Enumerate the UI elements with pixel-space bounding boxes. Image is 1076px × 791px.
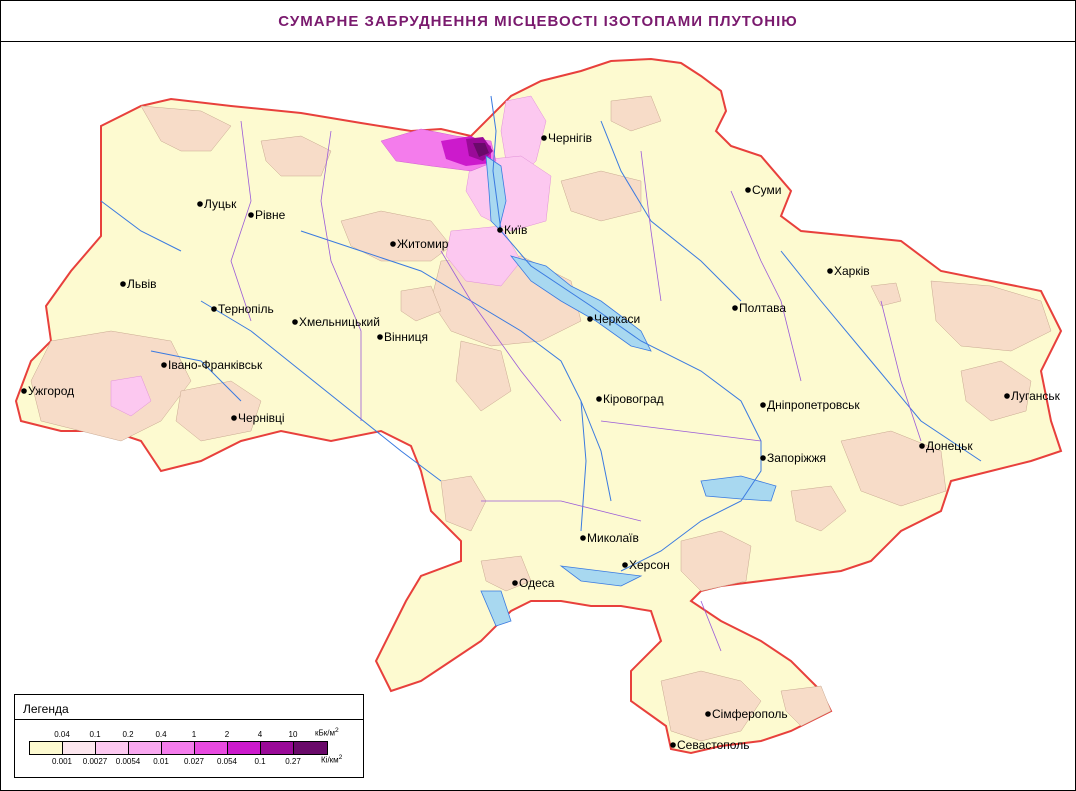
legend-color-box: [63, 742, 96, 754]
city-marker: [622, 562, 628, 568]
city-marker: [377, 334, 383, 340]
legend-top-value: 10: [288, 730, 298, 739]
city-label: Ужгород: [28, 384, 74, 398]
city-marker: [161, 362, 167, 368]
city-label: Дніпропетровськ: [767, 398, 860, 412]
legend-bottom-value: 0.054: [216, 757, 238, 766]
rivers: [100, 95, 982, 572]
city-label: Севастополь: [677, 738, 749, 752]
map-canvas[interactable]: Чернігів Суми Луцьк Рівне Житомир Київ Харків Л…: [1, 42, 1075, 790]
administrative-borders: [230, 120, 922, 652]
city-marker: [197, 201, 203, 207]
legend-top-value: 0.1: [89, 730, 101, 739]
city-marker: [390, 241, 396, 247]
city-label: Вінниця: [384, 330, 428, 344]
city-label: Одеса: [519, 576, 555, 590]
city-marker: [497, 227, 503, 233]
city-label: Чернівці: [238, 411, 285, 425]
city-label: Полтава: [739, 301, 786, 315]
legend-bottom-value: 0.27: [285, 757, 301, 766]
legend-color-box: [162, 742, 195, 754]
city-marker: [596, 396, 602, 402]
city-marker: [248, 212, 254, 218]
legend-color-box: [30, 742, 63, 754]
city-marker: [705, 711, 711, 717]
city-marker: [1004, 393, 1010, 399]
city-marker: [745, 187, 751, 193]
legend-divider: [15, 719, 363, 720]
city-label: Рівне: [255, 208, 286, 222]
city-label: Тернопіль: [218, 302, 274, 316]
legend-bottom-value: 0.0027: [82, 757, 108, 766]
city-marker: [760, 402, 766, 408]
ukraine-territory: [14, 57, 1063, 755]
legend-top-value: 0.04: [54, 730, 70, 739]
city-label: Запоріжжя: [767, 451, 826, 465]
city-marker: [670, 742, 676, 748]
city-label: Хмельницький: [299, 315, 380, 329]
legend-color-box: [294, 742, 327, 754]
city-marker: [541, 135, 547, 141]
map-title: СУМАРНЕ ЗАБРУДНЕННЯ МІСЦЕВОСТІ ІЗОТОПАМИ…: [278, 12, 798, 30]
city-marker: [760, 455, 766, 461]
city-label: Луцьк: [204, 197, 237, 211]
city-label: Донецьк: [926, 439, 973, 453]
city-marker: [231, 415, 237, 421]
city-label: Суми: [752, 183, 781, 197]
city-label: Житомир: [397, 237, 449, 251]
legend-bottom-unit: Кі/км2: [321, 754, 343, 765]
city-markers: Чернігів Суми Луцьк Рівне Житомир Київ Харків Л…: [21, 131, 1061, 752]
city-marker: [827, 268, 833, 274]
legend-color-box: [96, 742, 129, 754]
legend-top-value: 1: [191, 730, 197, 739]
legend-title: Легенда: [23, 702, 69, 716]
city-label: Черкаси: [594, 312, 640, 326]
legend-color-box: [129, 742, 162, 754]
city-marker: [512, 580, 518, 586]
city-marker: [211, 306, 217, 312]
legend-color-box: [228, 742, 261, 754]
city-label: Миколаїв: [587, 531, 639, 545]
legend-top-value: 2: [224, 730, 230, 739]
title-bar: СУМАРНЕ ЗАБРУДНЕННЯ МІСЦЕВОСТІ ІЗОТОПАМИ…: [1, 1, 1075, 42]
city-label: Сімферополь: [712, 707, 788, 721]
city-marker: [919, 443, 925, 449]
city-marker: [21, 388, 27, 394]
city-label: Кіровоград: [603, 392, 664, 406]
legend-top-unit: кБк/м2: [315, 727, 339, 738]
legend-bottom-value: 0.1: [254, 757, 266, 766]
city-marker: [732, 305, 738, 311]
water-bodies: [480, 155, 777, 627]
contamination-zones-high: [380, 128, 497, 172]
legend-top-value: 0.4: [155, 730, 167, 739]
legend-color-box: [261, 742, 294, 754]
city-label: Луганськ: [1011, 389, 1061, 403]
city-label: Київ: [504, 223, 527, 237]
city-label: Чернігів: [548, 131, 592, 145]
legend-bottom-value: 0.0054: [115, 757, 141, 766]
legend-color-scale: [29, 741, 328, 755]
legend-top-value: 4: [257, 730, 263, 739]
legend-color-box: [195, 742, 228, 754]
city-label: Івано-Франківськ: [168, 358, 263, 372]
city-label: Харків: [834, 264, 870, 278]
legend-bottom-value: 0.027: [183, 757, 205, 766]
legend: Легенда 0.04 0.1 0.2 0.4 1 2 4 10 0.001 0.0027 0.…: [14, 694, 364, 778]
city-label: Львів: [127, 277, 157, 291]
city-marker: [120, 281, 126, 287]
legend-bottom-value: 0.01: [153, 757, 169, 766]
city-marker: [292, 319, 298, 325]
city-label: Херсон: [629, 558, 670, 572]
city-marker: [587, 316, 593, 322]
legend-top-value: 0.2: [122, 730, 134, 739]
legend-bottom-value: 0.001: [51, 757, 73, 766]
city-marker: [580, 535, 586, 541]
